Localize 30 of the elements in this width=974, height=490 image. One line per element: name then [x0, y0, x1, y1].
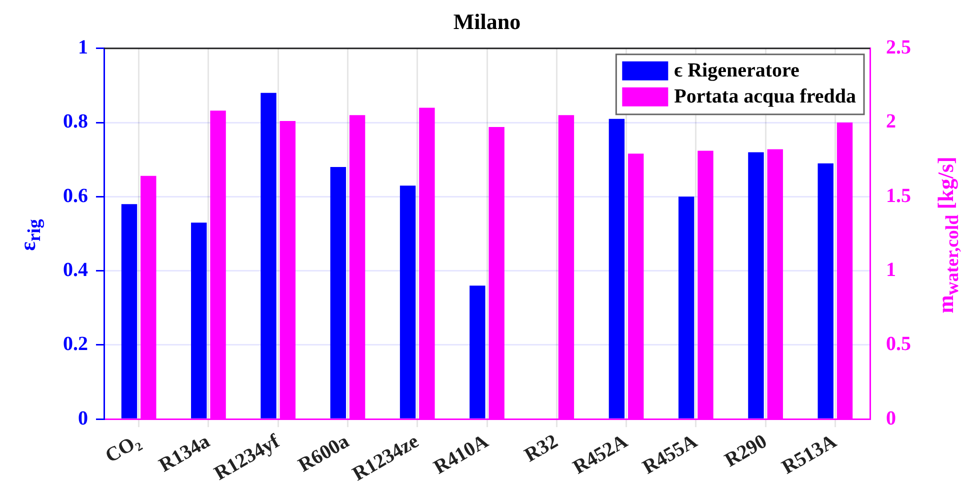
- legend-label: ϵ Rigeneratore: [674, 60, 800, 82]
- y-tick-label: 0.2: [63, 333, 88, 356]
- legend-label: Portata acqua fredda: [674, 86, 856, 108]
- y-tick-label: 1: [78, 36, 88, 59]
- x-tick-label: R600a: [294, 430, 353, 477]
- x-tick-label: R32: [520, 430, 562, 467]
- bar: [121, 204, 138, 418]
- y-tick-label: 0: [78, 407, 88, 430]
- y-tick-label: 0.4: [63, 259, 88, 281]
- x-tick-label: R134a: [155, 430, 214, 477]
- x-tick-label: CO₂: [102, 430, 144, 468]
- bar: [748, 152, 764, 418]
- y2-tick-label: 1.5: [886, 184, 911, 207]
- bar: [400, 186, 416, 418]
- y2-tick-label: 2: [886, 110, 896, 133]
- bar: [608, 118, 625, 418]
- x-tick-label: R290: [721, 430, 771, 472]
- bar: [678, 196, 694, 418]
- bar: [191, 222, 207, 418]
- y2-tick-label: 0: [886, 407, 896, 430]
- y2-tick-label: 0.5: [886, 333, 911, 356]
- bar: [470, 286, 486, 418]
- y2-tick-label: 1: [886, 259, 896, 281]
- y2-tick-label: 2.5: [886, 36, 911, 59]
- y-tick-label: 0.8: [63, 110, 88, 133]
- chart-title: Milano: [453, 8, 521, 34]
- bar: [260, 92, 276, 418]
- bar: [330, 167, 346, 418]
- y-tick-label: 0.6: [63, 184, 88, 207]
- bar: [818, 163, 834, 418]
